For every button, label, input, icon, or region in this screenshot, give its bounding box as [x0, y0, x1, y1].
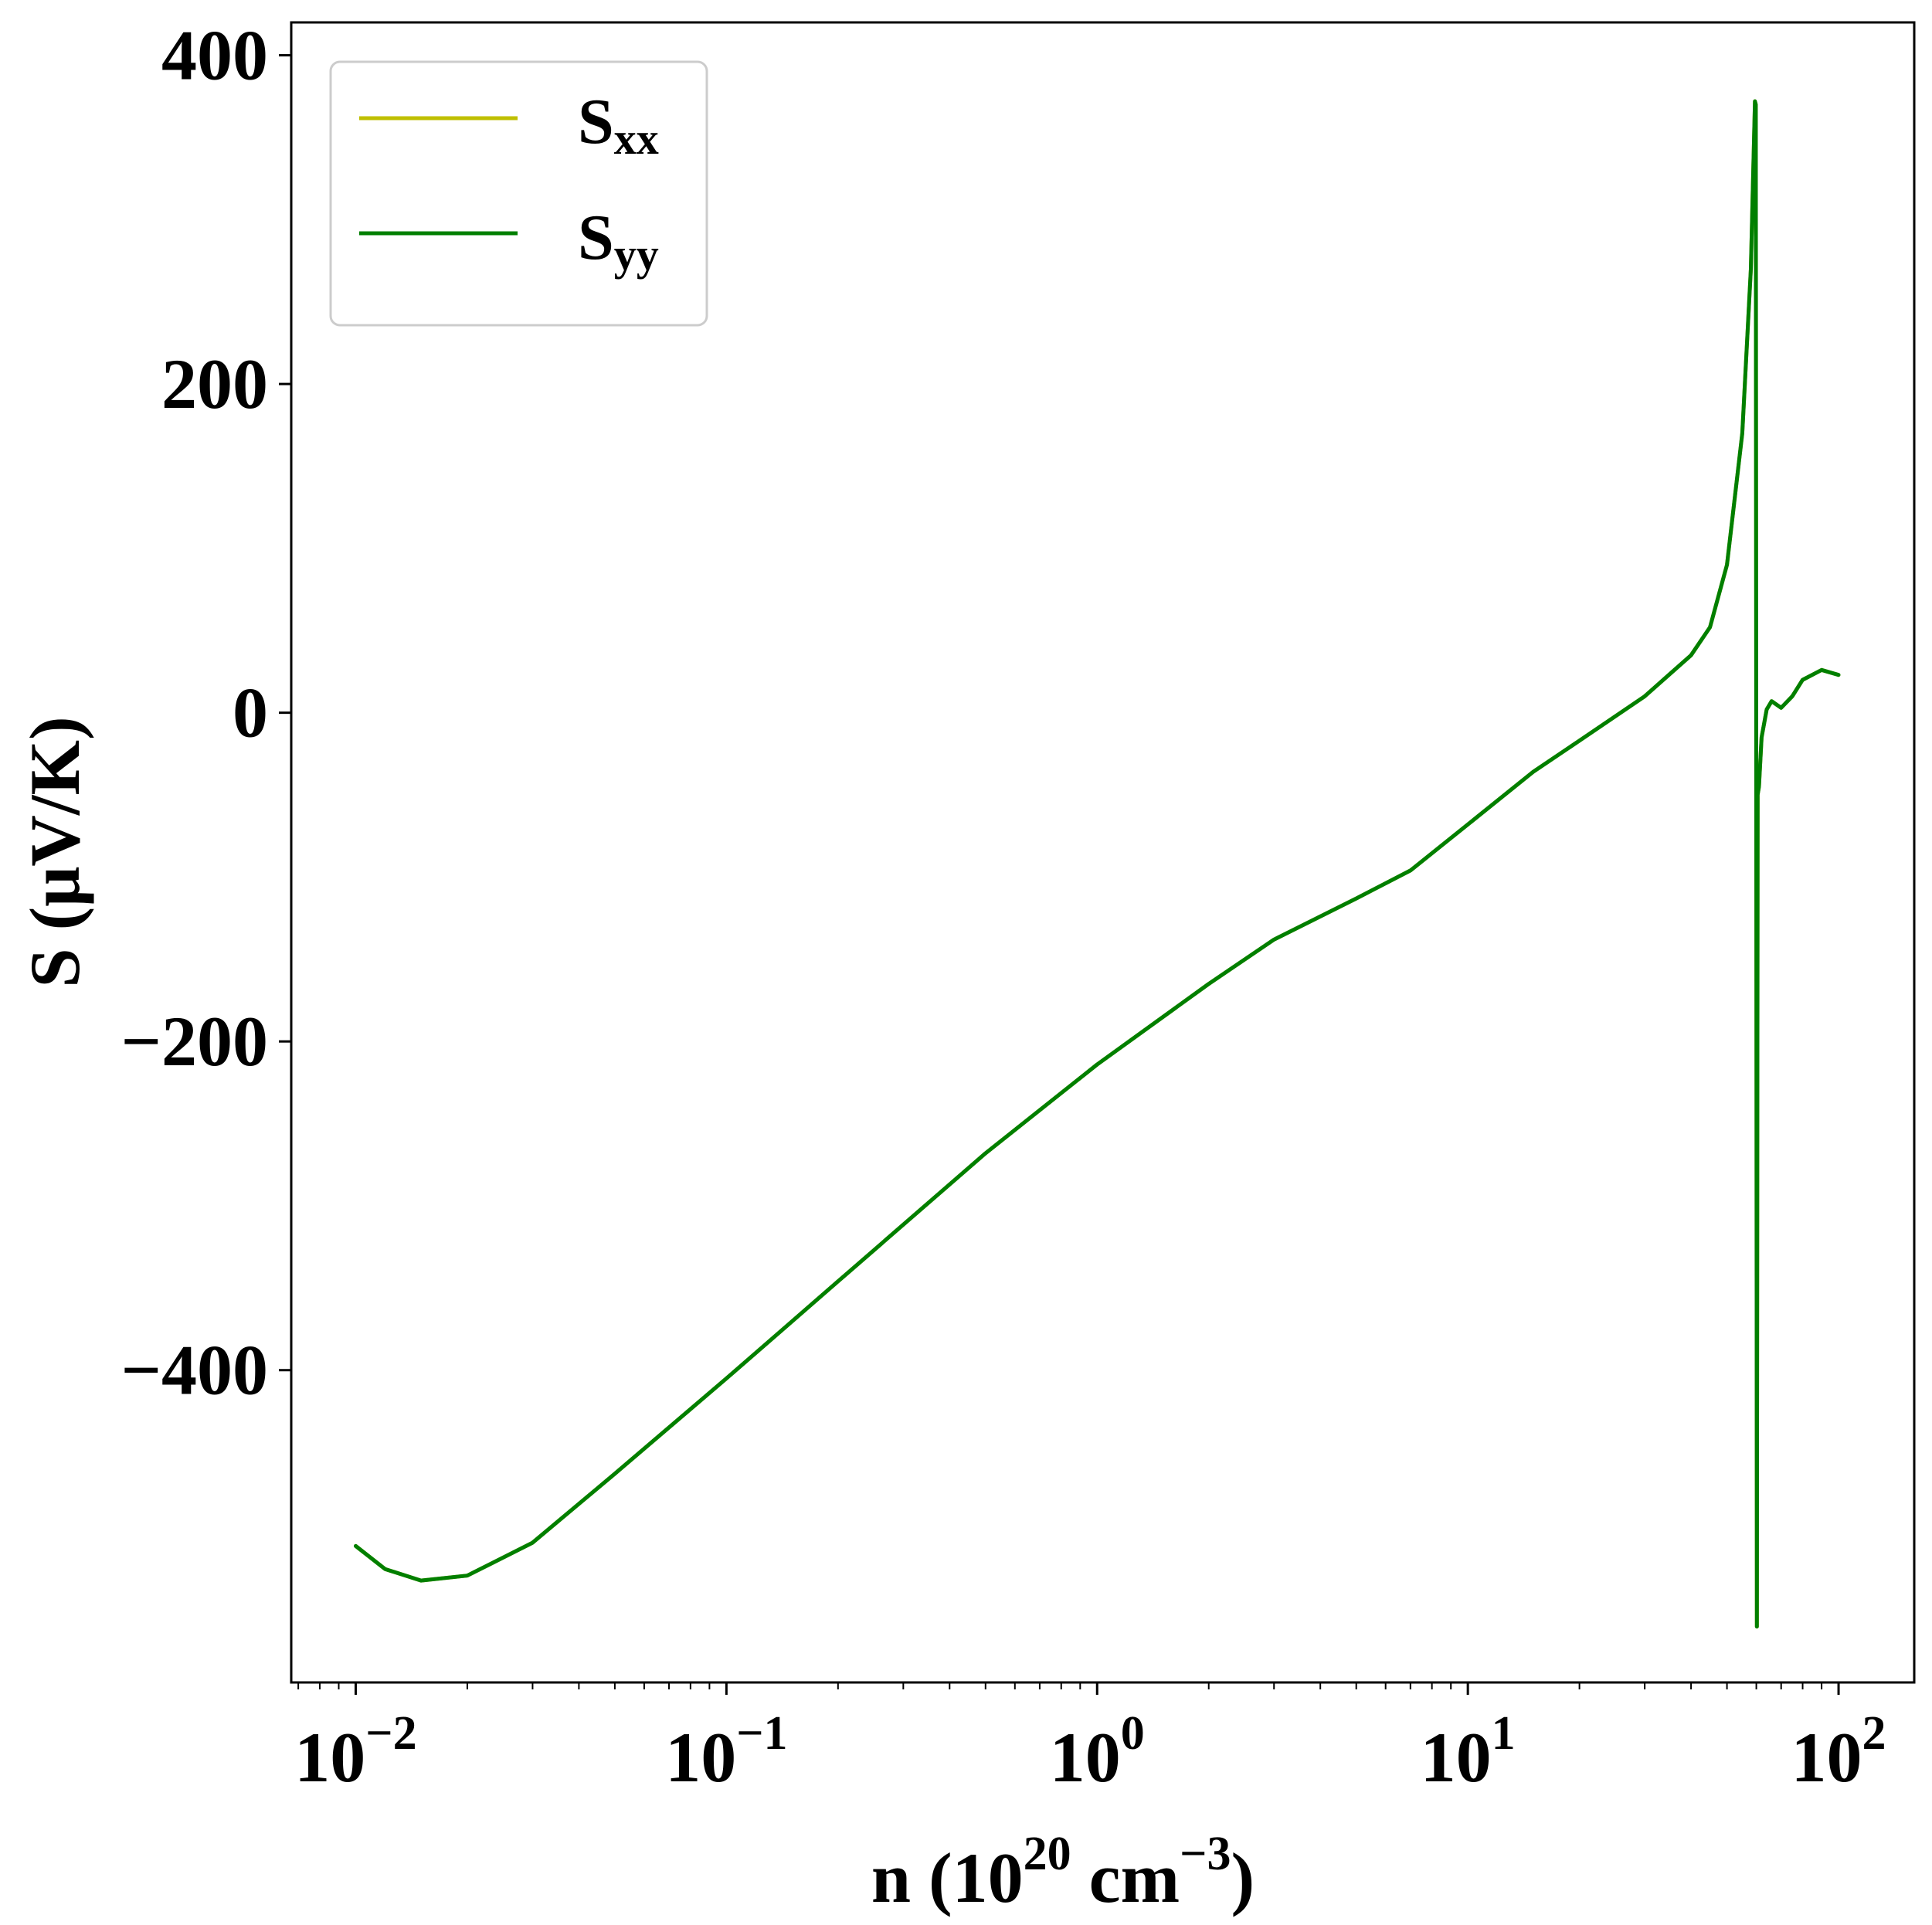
x-axis-label: n (1020 cm−3): [871, 1828, 1255, 1917]
x-axis-ticks: 10−2 10−1 100 101 102: [294, 1682, 1886, 1797]
plot-frame: [290, 21, 1916, 1684]
y-tick-label: −200: [121, 1002, 268, 1081]
series-layer: [354, 99, 1841, 1629]
series-line-yy: [354, 99, 1841, 1629]
y-tick-label: −400: [121, 1331, 268, 1410]
x-tick-label: 10−1: [665, 1707, 787, 1797]
y-tick-label: 0: [233, 674, 268, 752]
legend-label-sxx: Sxx: [578, 86, 659, 164]
x-tick-label: 100: [1050, 1707, 1145, 1797]
legend: Sxx Syy: [329, 60, 708, 327]
x-tick-label: 101: [1421, 1707, 1516, 1797]
legend-label-syy: Syy: [578, 202, 659, 280]
y-tick-label: 200: [161, 345, 268, 423]
legend-box: [329, 60, 708, 327]
y-axis-label: S (μV/K): [15, 716, 94, 987]
x-tick-label: 102: [1791, 1707, 1886, 1797]
x-tick-label: 10−2: [294, 1707, 416, 1797]
y-axis-ticks: 400 200 0 −200 −400: [121, 16, 291, 1410]
y-tick-label: 400: [161, 16, 268, 95]
